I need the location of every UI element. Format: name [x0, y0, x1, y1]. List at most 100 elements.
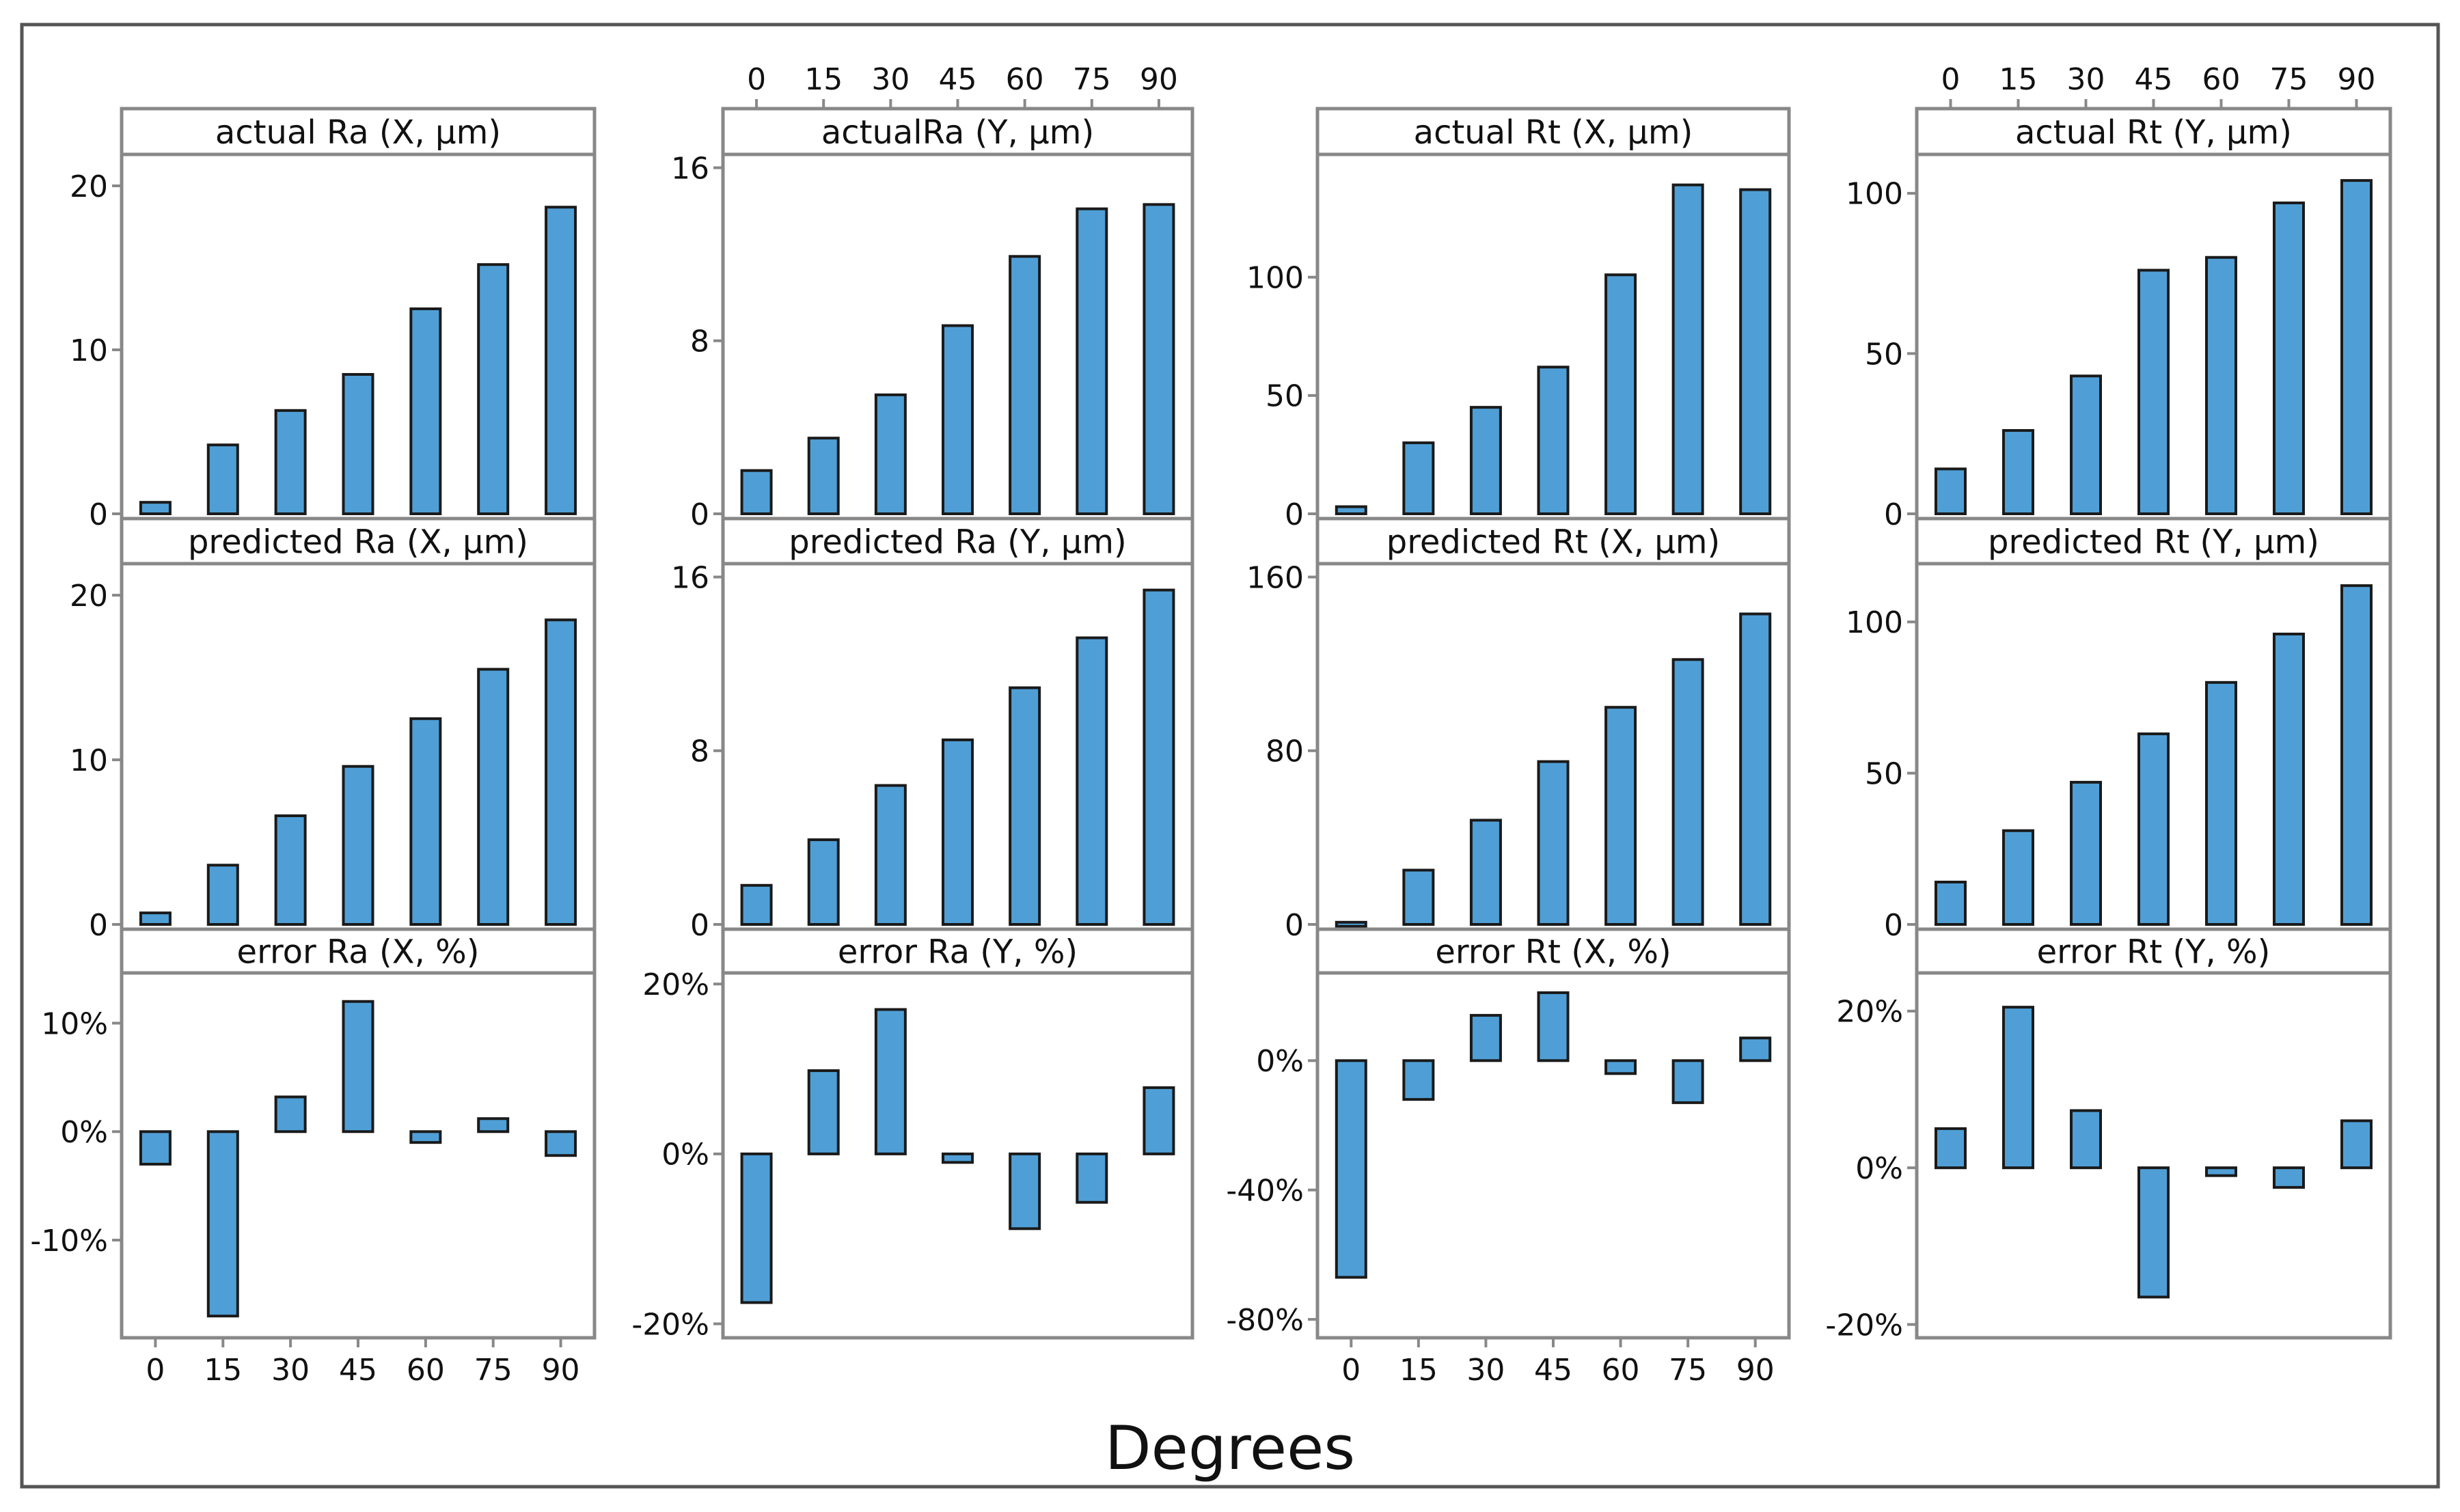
- bar-30-deg: [874, 393, 907, 516]
- bar-75-deg: [477, 668, 510, 926]
- bar-60-deg: [2205, 1166, 2237, 1177]
- bar-0-deg: [1935, 881, 1967, 926]
- bar-0-deg: [1935, 467, 1967, 515]
- bar-90-deg: [1143, 588, 1175, 926]
- panel-r2-c2: predicted Ra (Y, μm) 0 8 16: [671, 517, 1194, 943]
- y-tick-label: 20%: [1836, 995, 1903, 1030]
- x-tick-label: 75: [474, 1353, 512, 1388]
- panel-r2-c4: predicted Rt (Y, μm) 0 50 100: [1846, 517, 2392, 943]
- y-tick-label: 0%: [60, 1115, 108, 1150]
- bar-60-deg: [1604, 273, 1637, 515]
- panel-r1-c2: actualRa (Y, μm) 0 8 16 0 15 30 45 60 75 90: [671, 62, 1194, 532]
- y-tick-label: 20%: [642, 967, 709, 1002]
- bar-15-deg: [807, 1069, 840, 1155]
- bar-90-deg: [1739, 188, 1772, 515]
- y-tick-label: 50: [1865, 756, 1903, 791]
- panel-title-strip: [120, 927, 597, 975]
- bar-45-deg: [942, 1152, 974, 1164]
- x-tick-label: 0: [747, 62, 766, 97]
- y-tick-label: -10%: [30, 1224, 108, 1259]
- bar-15-deg: [206, 864, 239, 926]
- y-tick-label: 0: [1884, 908, 1903, 943]
- panel-plot-frame: [1915, 971, 2392, 1340]
- bar-60-deg: [1604, 1059, 1637, 1075]
- panel-r3-c1: error Ra (X, %) 10% 0% -10% 0 15 30 45 60 75 90: [30, 927, 597, 1388]
- x-tick-label: 75: [1073, 62, 1111, 97]
- bar-90-deg: [1739, 1036, 1772, 1062]
- bar-45-deg: [942, 324, 974, 515]
- bar-60-deg: [1009, 686, 1041, 926]
- bar-90-deg: [2340, 1119, 2373, 1170]
- x-tick-label: 15: [804, 62, 843, 97]
- y-tick-label: 80: [1266, 734, 1304, 769]
- bar-60-deg: [2205, 256, 2237, 515]
- bar-15-deg: [807, 437, 840, 515]
- y-tick-label: 0: [89, 497, 108, 532]
- y-tick-label: 0%: [1256, 1044, 1304, 1079]
- bar-30-deg: [274, 814, 307, 926]
- bar-0-deg: [1335, 1059, 1367, 1279]
- x-tick-label: 45: [939, 62, 977, 97]
- bar-30-deg: [1469, 819, 1502, 926]
- bar-60-deg: [1009, 255, 1041, 515]
- y-tick-label: 100: [1846, 605, 1903, 640]
- bar-75-deg: [1076, 636, 1108, 926]
- y-tick-label: 10%: [41, 1006, 108, 1041]
- bar-45-deg: [1537, 760, 1570, 926]
- y-tick-label: 0: [1285, 497, 1304, 532]
- panel-title: error Ra (Y, %): [838, 933, 1078, 971]
- bar-75-deg: [2273, 1166, 2305, 1189]
- panel-r3-c2: error Ra (Y, %) 20% 0% -20%: [631, 927, 1194, 1342]
- bar-75-deg: [1671, 1059, 1704, 1104]
- bar-75-deg: [477, 263, 510, 515]
- figure-border: [20, 23, 2440, 1489]
- bar-90-deg: [2340, 584, 2373, 926]
- y-tick-label: 0%: [661, 1138, 709, 1172]
- panels-group: actual Ra (X, μm) 0 10 20 actualRa (Y, μm) 0 8…: [30, 62, 2392, 1388]
- panel-title: error Ra (X, %): [237, 933, 480, 971]
- panel-title-strip: [1315, 107, 1791, 156]
- bar-30-deg: [2070, 780, 2102, 926]
- bar-15-deg: [1402, 1059, 1435, 1101]
- bar-45-deg: [2137, 1166, 2170, 1299]
- x-tick-label: 15: [1999, 62, 2038, 97]
- bar-90-deg: [1739, 612, 1772, 926]
- bar-0-deg: [139, 1130, 172, 1166]
- y-tick-label: 20: [70, 169, 108, 204]
- bar-75-deg: [1076, 207, 1108, 515]
- x-tick-label: 0: [1941, 62, 1960, 97]
- bar-60-deg: [409, 717, 442, 926]
- bar-0-deg: [139, 501, 172, 516]
- bar-45-deg: [342, 765, 374, 926]
- panel-title-strip: [1915, 927, 2392, 975]
- bar-30-deg: [2070, 374, 2102, 515]
- panel-title-strip: [721, 517, 1194, 566]
- panel-r3-c4: error Rt (Y, %) 20% 0% -20%: [1825, 927, 2392, 1343]
- bar-15-deg: [2002, 429, 2034, 516]
- bar-75-deg: [1076, 1152, 1108, 1204]
- y-tick-label: 50: [1266, 379, 1304, 414]
- y-tick-label: 20: [70, 579, 108, 614]
- y-tick-label: 160: [1246, 560, 1304, 595]
- bar-30-deg: [1469, 406, 1502, 515]
- panel-title-strip: [1315, 517, 1791, 566]
- x-tick-label: 15: [204, 1353, 242, 1388]
- panel-title: actual Ra (X, μm): [215, 113, 501, 152]
- x-tick-label: 75: [1669, 1353, 1707, 1388]
- bar-75-deg: [2273, 632, 2305, 926]
- bar-15-deg: [2002, 829, 2034, 926]
- bar-30-deg: [874, 1008, 907, 1155]
- bar-30-deg: [2070, 1109, 2102, 1170]
- x-axis-label: Degrees: [1105, 1413, 1355, 1483]
- bar-0-deg: [740, 469, 773, 516]
- bar-45-deg: [342, 1000, 374, 1133]
- bar-60-deg: [2205, 681, 2237, 926]
- x-tick-label: 30: [271, 1353, 310, 1388]
- bar-75-deg: [1671, 183, 1704, 515]
- bar-75-deg: [477, 1117, 510, 1133]
- bar-60-deg: [1604, 706, 1637, 926]
- x-tick-label: 0: [1341, 1353, 1361, 1388]
- y-tick-label: -20%: [1825, 1308, 1903, 1343]
- panel-title: actual Rt (Y, μm): [2015, 113, 2292, 152]
- bar-15-deg: [206, 1130, 239, 1318]
